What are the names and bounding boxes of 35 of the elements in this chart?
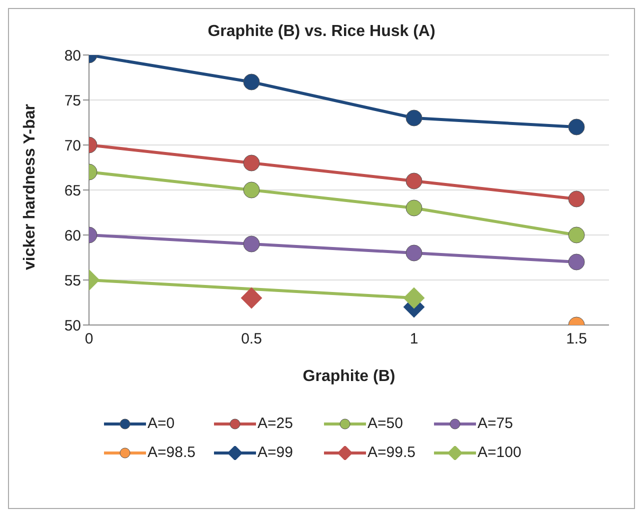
point [243,154,260,172]
y-tick-label: 50 [64,317,81,334]
x-axis-title: Graphite (B) [302,368,396,385]
y-tick-label: 55 [64,272,81,290]
x-tick-label: 1.5 [566,330,587,348]
x-tick-label: 0.5 [241,330,262,348]
point [406,244,422,262]
point [406,172,422,190]
y-tick-label: 80 [64,47,81,64]
point [568,118,585,136]
legend-label: A=75 [478,415,513,432]
y-tick-label: 65 [64,182,81,200]
legend-label: A=100 [478,444,522,461]
y-axis-title: vicker hardness Y-bar [22,104,39,270]
point [243,182,260,198]
point [243,236,260,252]
legend-label: A=99 [258,444,293,461]
x-tick-label: 0 [84,330,94,348]
point [568,190,585,208]
point [243,74,260,90]
point [406,200,422,216]
point [406,110,422,126]
chart-title: Graphite (B) vs. Rice Husk (A) [206,23,436,41]
point [568,254,585,270]
y-tick-label: 60 [64,227,81,244]
legend-label: A=99.5 [368,444,416,461]
legend-label: A=0 [148,415,175,432]
legend-label: A=25 [258,415,293,432]
x-tick-label: 1 [410,330,418,348]
y-tick-label: 70 [64,137,81,154]
y-tick-label: 75 [64,92,81,110]
legend-label: A=98.5 [148,444,196,461]
point [241,288,262,308]
point [568,226,585,244]
legend-label: A=50 [368,415,403,432]
